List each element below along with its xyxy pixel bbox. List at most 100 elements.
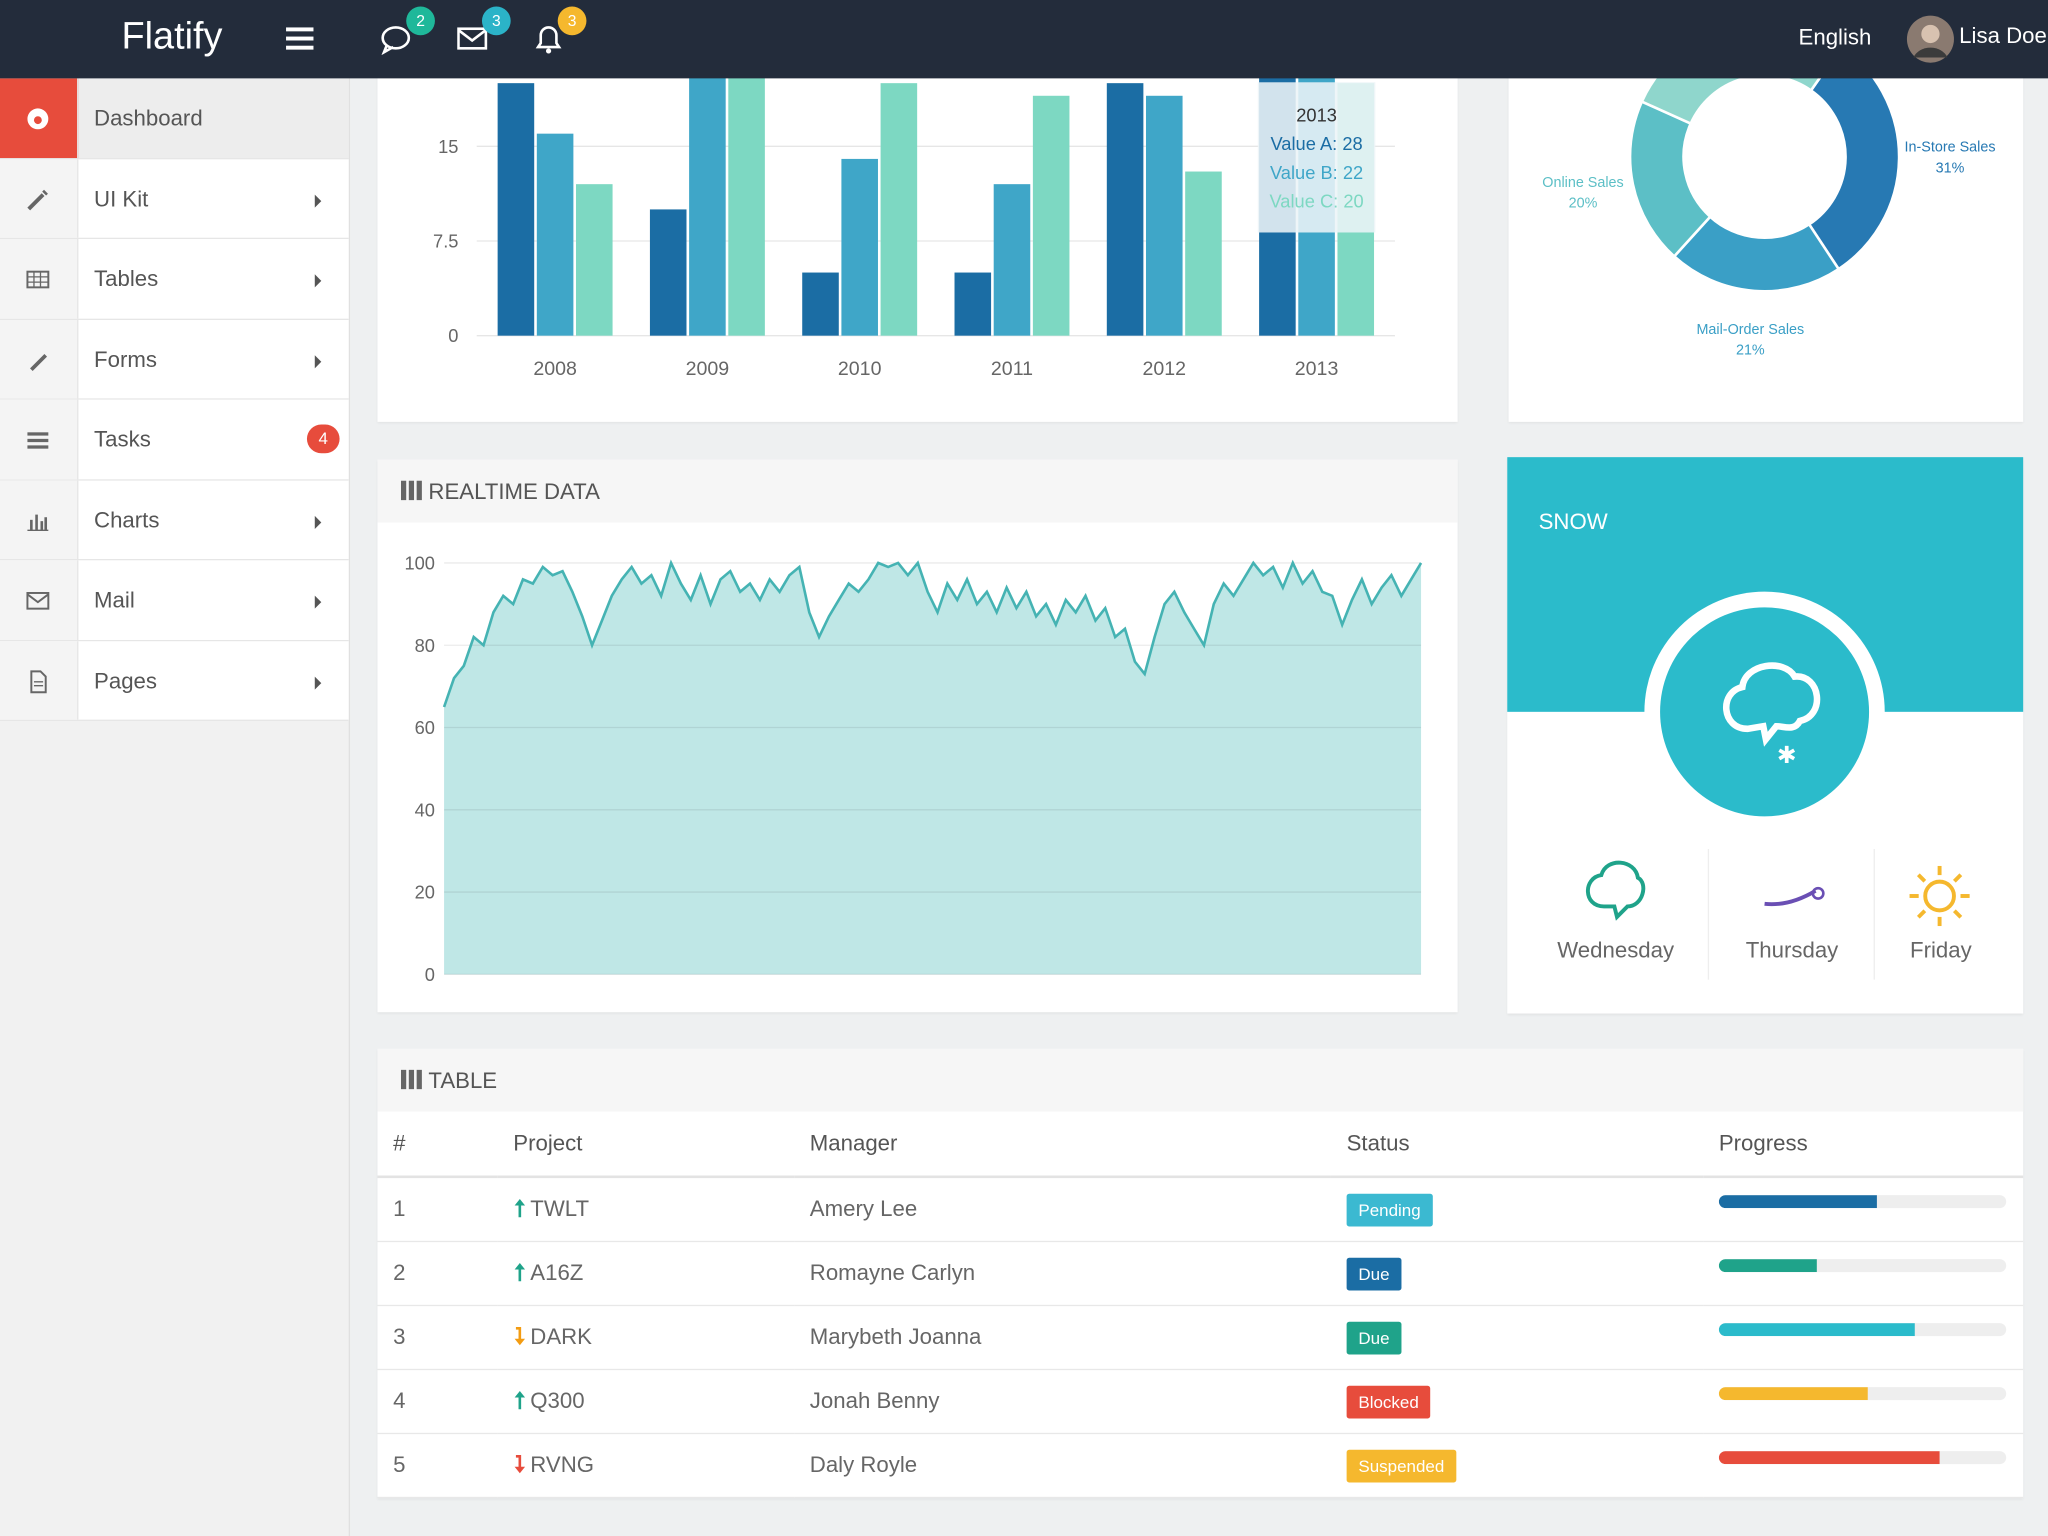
nav-icon — [0, 158, 79, 238]
progress-track — [1718, 1195, 2007, 1209]
nav-icon — [0, 239, 79, 319]
nav-label: Tables — [94, 266, 159, 292]
y-tick-label: 100 — [404, 552, 434, 573]
icon — [30, 353, 48, 371]
trend-arrow — [514, 1391, 526, 1410]
area-fill — [444, 562, 1422, 975]
status-label: Due — [1346, 1257, 1402, 1290]
nav-item[interactable]: Charts — [0, 479, 349, 561]
bell-icon[interactable] — [533, 24, 564, 55]
icon — [27, 432, 49, 449]
area-line — [442, 559, 1423, 708]
progress-track — [1718, 1451, 2007, 1465]
donut-slice — [1807, 44, 1901, 271]
project-code: A16Z — [530, 1260, 584, 1286]
icon — [26, 270, 50, 289]
progress-bar — [1718, 1195, 1877, 1209]
nav-item[interactable]: Tasks 4 — [0, 399, 349, 480]
cell-manager: Jonah Benny — [794, 1369, 1331, 1435]
cell-progress — [1703, 1241, 2024, 1307]
table-body: 1 TWLT Amery Lee Pending 2 A16Z Romayne Carlyn… — [377, 1176, 2024, 1499]
cell-id: 5 — [377, 1433, 498, 1499]
tooltip-line: Value B22 — [1258, 158, 1376, 187]
cell-manager: Marybeth Joanna — [794, 1305, 1331, 1371]
icon — [27, 189, 48, 210]
sun-icon — [1923, 879, 1956, 913]
panel-header: TABLE — [377, 1048, 2024, 1112]
nav-item[interactable]: UI Kit — [0, 158, 349, 240]
tooltip-line: Value C20 — [1258, 187, 1376, 216]
header-row: # Project Manager Status Progress — [377, 1111, 2024, 1179]
cell-progress — [1703, 1305, 2024, 1371]
tooltip-value: 20 — [1333, 191, 1364, 212]
y-tick-label: 7.5 — [433, 231, 458, 252]
menu-toggle[interactable] — [285, 25, 316, 54]
user-name[interactable]: Lisa Doe — [1959, 23, 2047, 49]
sidebar: Dashboard UI Kit Tables Forms Tasks 4 Charts Ma… — [0, 78, 351, 1536]
progress-bar — [1718, 1323, 1915, 1337]
progress-bar — [1718, 1387, 1869, 1401]
cell-progress — [1703, 1176, 2024, 1243]
y-tick-label: 15 — [438, 136, 458, 157]
project-table: # Project Manager Status Progress 1 TWLT Amery… — [377, 1111, 2024, 1499]
x-tick-label: 2008 — [533, 358, 577, 380]
bar — [954, 272, 992, 336]
weather-day: Thursday — [1745, 937, 1839, 963]
nav-item[interactable]: Mail — [0, 560, 349, 641]
icon — [26, 591, 50, 610]
nav-icon — [0, 78, 79, 158]
nav-item[interactable]: Dashboard — [0, 78, 349, 159]
weather-day: Friday — [1910, 937, 1972, 963]
cell-status: Pending — [1330, 1176, 1704, 1243]
y-tick-label: 0 — [425, 964, 435, 985]
slice-label: Mail-Order Sales — [1696, 322, 1804, 338]
wind-icon — [1764, 889, 1817, 907]
grid-icon — [400, 1069, 422, 1090]
progress-bar — [1718, 1259, 1817, 1273]
nav-arrow — [314, 595, 322, 609]
nav-item[interactable]: Forms — [0, 319, 349, 400]
cell-status: Suspended — [1330, 1433, 1704, 1499]
panel-header: REALTIME DATA — [377, 459, 1458, 523]
cell-project: RVNG — [497, 1433, 795, 1499]
x-tick-label: 2011 — [991, 358, 1033, 380]
y-tick-label: 20 — [415, 882, 435, 903]
slice-value: 20% — [1569, 196, 1598, 212]
status-label: Pending — [1346, 1193, 1433, 1226]
nav-label: Dashboard — [94, 105, 203, 131]
column-header: Progress — [1703, 1111, 2024, 1179]
cell-id: 2 — [377, 1241, 498, 1307]
cell-id: 1 — [377, 1176, 498, 1243]
table-row: 2 A16Z Romayne Carlyn Due — [377, 1241, 2024, 1307]
tooltip-value: 28 — [1332, 133, 1363, 154]
nav-label: Tasks — [94, 427, 151, 452]
language[interactable]: English — [1798, 24, 1872, 50]
cell-progress — [1703, 1369, 2024, 1435]
table-row: 1 TWLT Amery Lee Pending — [377, 1176, 2024, 1243]
bar — [1145, 95, 1183, 336]
status-label: Suspended — [1346, 1449, 1457, 1482]
table-row: 5 RVNG Daly Royle Suspended — [377, 1433, 2024, 1499]
nav-item[interactable]: Tables — [0, 239, 349, 320]
weather-day: Wednesday — [1557, 937, 1675, 963]
icon — [30, 669, 47, 693]
bar — [649, 209, 687, 336]
cell-status: Due — [1330, 1305, 1704, 1371]
avatar[interactable] — [1906, 14, 1956, 64]
x-tick-label: 2010 — [838, 358, 882, 380]
nav-arrow — [314, 515, 322, 529]
nav-icon — [0, 560, 79, 640]
mail-icon[interactable] — [457, 26, 488, 52]
nav-item[interactable]: Pages — [0, 640, 349, 721]
trend-arrow — [514, 1199, 526, 1218]
slice-label: In-Store Sales — [1905, 139, 1996, 155]
status-label: Blocked — [1346, 1385, 1431, 1418]
nav-icon — [0, 399, 79, 479]
chat-icon[interactable] — [380, 24, 414, 55]
cell-status: Due — [1330, 1241, 1704, 1307]
column-header: Manager — [794, 1111, 1331, 1179]
brand[interactable]: Flatify — [121, 15, 223, 58]
mail-badge: 3 — [481, 6, 511, 36]
